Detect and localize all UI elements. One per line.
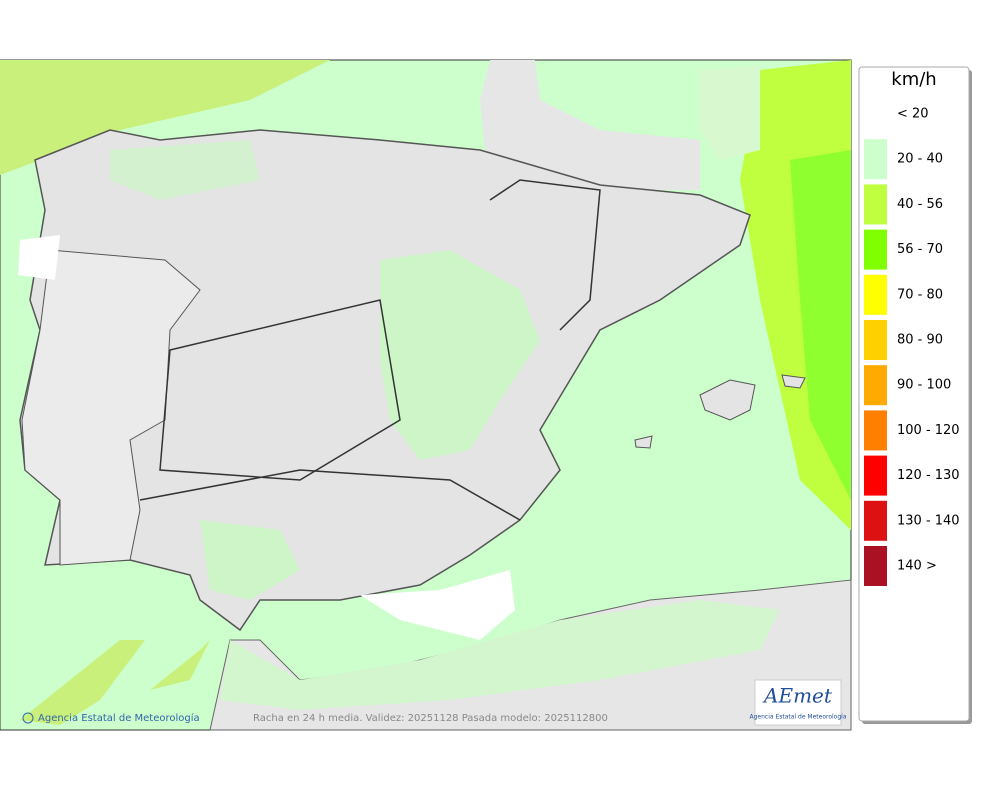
legend-label: 70 - 80 xyxy=(897,287,943,302)
land-island xyxy=(699,379,756,421)
land-island xyxy=(781,374,806,389)
legend-title: km/h xyxy=(891,69,936,90)
legend-label: 120 - 130 xyxy=(897,468,960,483)
legend-swatch xyxy=(864,229,887,270)
wind-zone xyxy=(790,150,851,500)
wind-zone xyxy=(200,520,300,600)
wind-zone xyxy=(0,60,330,175)
calm-zone xyxy=(18,235,60,280)
land-island xyxy=(634,435,653,449)
logo-name: AEmet xyxy=(762,684,833,708)
copyright-icon xyxy=(22,712,34,724)
caption: Racha en 24 h media. Validez: 20251128 P… xyxy=(253,713,608,724)
legend-swatch xyxy=(864,455,887,496)
legend-label: 40 - 56 xyxy=(897,197,943,212)
legend-label: 130 - 140 xyxy=(897,513,960,528)
legend-label: 100 - 120 xyxy=(897,423,960,438)
legend-swatch xyxy=(864,500,887,541)
legend-swatch xyxy=(864,94,887,134)
wind-zone xyxy=(20,640,145,725)
wind-zone xyxy=(150,640,210,690)
legend-label: < 20 xyxy=(897,107,929,122)
logo-subtitle: Agencia Estatal de Meteorología xyxy=(750,714,847,721)
legend-label: 140 > xyxy=(897,559,937,574)
credit: Agencia Estatal de Meteorología xyxy=(38,712,200,724)
legend-label: 80 - 90 xyxy=(897,333,943,348)
border xyxy=(139,469,521,521)
border xyxy=(159,299,401,481)
calm-zone xyxy=(360,570,515,640)
legend-swatch xyxy=(864,320,887,360)
wind-zone xyxy=(220,600,780,710)
legend-swatch xyxy=(864,139,887,180)
legend-label: 56 - 70 xyxy=(897,242,943,257)
legend-label: 90 - 100 xyxy=(897,378,951,393)
border xyxy=(489,179,601,331)
legend-swatch xyxy=(864,546,887,586)
land-portugal xyxy=(21,249,201,566)
land-france xyxy=(480,60,700,190)
wind-zone xyxy=(110,140,260,200)
legend-swatch xyxy=(864,184,887,225)
legend-swatch xyxy=(864,410,887,451)
logo-box xyxy=(754,679,842,726)
land-france xyxy=(700,65,760,160)
legend-swatch xyxy=(864,274,887,315)
legend-swatch xyxy=(864,365,887,406)
legend-label: 20 - 40 xyxy=(897,152,943,167)
wind-zone xyxy=(380,250,540,460)
